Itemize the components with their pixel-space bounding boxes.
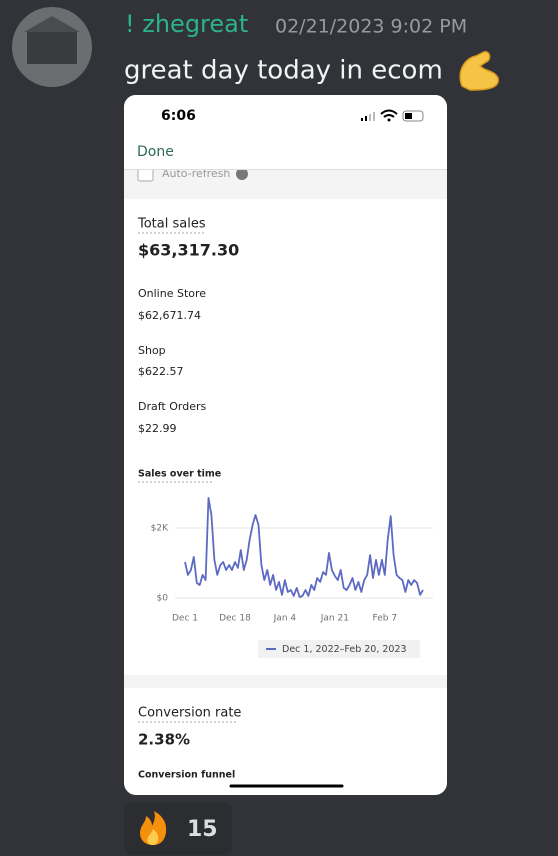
conversion-label: Conversion rate bbox=[138, 706, 241, 721]
x-tick-label: Dec 18 bbox=[219, 614, 251, 624]
conversion-value: 2.38% bbox=[138, 731, 190, 749]
section-gap bbox=[124, 675, 447, 688]
reaction-count: 15 bbox=[187, 817, 218, 842]
done-button[interactable]: Done bbox=[137, 144, 174, 160]
header bbox=[124, 95, 447, 169]
status-time: 6:06 bbox=[161, 108, 196, 124]
channel-value: $22.99 bbox=[138, 422, 177, 435]
phone-screenshot bbox=[124, 95, 447, 795]
x-tick-label: Jan 4 bbox=[273, 614, 297, 624]
legend-label: Dec 1, 2022–Feb 20, 2023 bbox=[282, 644, 407, 655]
conversion-funnel: Conversion funnel bbox=[138, 770, 235, 781]
author[interactable]: ! zhegreat bbox=[125, 10, 248, 38]
muscle-emoji bbox=[459, 51, 499, 91]
message-text: great day today in ecom bbox=[124, 56, 443, 86]
help-icon bbox=[236, 168, 248, 180]
channel-value: $622.57 bbox=[138, 365, 184, 378]
channel-value: $62,671.74 bbox=[138, 309, 201, 322]
auto-refresh: Auto-refresh bbox=[162, 167, 230, 180]
x-tick-label: Dec 1 bbox=[172, 614, 198, 624]
y-tick-label: $0 bbox=[157, 594, 169, 604]
avatar-building bbox=[27, 30, 77, 64]
timestamp: 02/21/2023 9:02 PM bbox=[275, 16, 467, 38]
avatar-roof bbox=[24, 16, 80, 32]
channel-name: Draft Orders bbox=[138, 400, 206, 413]
legend bbox=[258, 640, 420, 658]
toolbar-band bbox=[124, 170, 447, 199]
status-icons bbox=[361, 109, 424, 122]
total-sales-label: Total sales bbox=[137, 217, 206, 232]
line bbox=[184, 497, 424, 598]
x-tick-label: Feb 7 bbox=[373, 614, 398, 624]
x-tick-label: Jan 21 bbox=[320, 614, 349, 624]
channel-name: Online Store bbox=[138, 287, 206, 300]
chart-title: Sales over time bbox=[138, 469, 221, 480]
y-tick-label: $2K bbox=[151, 524, 169, 534]
channel-name: Shop bbox=[138, 344, 166, 357]
total-sales-value: $63,317.30 bbox=[138, 241, 239, 260]
fire-emoji bbox=[140, 811, 167, 845]
